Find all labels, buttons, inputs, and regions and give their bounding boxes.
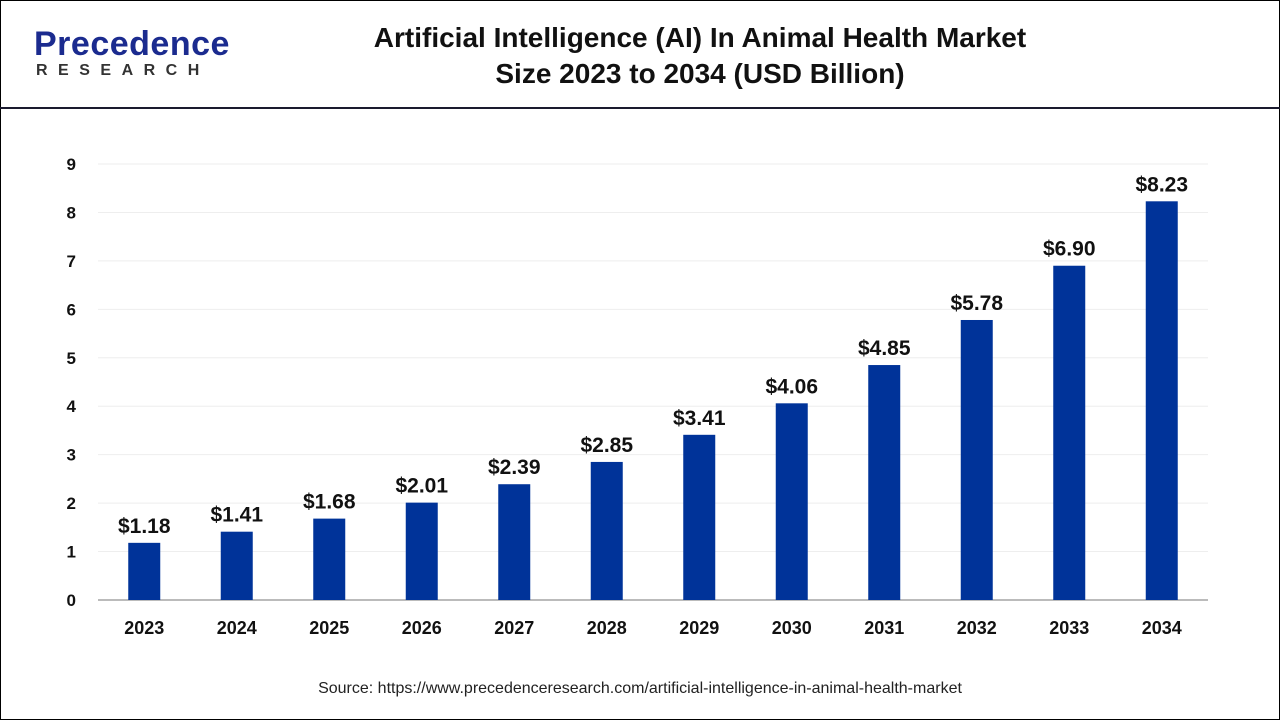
y-tick-label: 2: [67, 494, 76, 513]
chart-title: Artificial Intelligence (AI) In Animal H…: [330, 20, 1070, 92]
data-label: $3.41: [673, 407, 726, 430]
logo-sub-text: RESEARCH: [36, 62, 210, 79]
precedence-research-logo: Precedence RESEARCH: [34, 26, 230, 80]
title-line-2: Size 2023 to 2034 (USD Billion): [495, 58, 905, 89]
x-tick-label: 2023: [124, 618, 164, 638]
header: Precedence RESEARCH Artificial Intellige…: [0, 0, 1280, 109]
bar: [1145, 201, 1178, 600]
y-tick-label: 5: [67, 349, 76, 368]
title-line-1: Artificial Intelligence (AI) In Animal H…: [373, 22, 1027, 53]
bar: [590, 461, 623, 600]
bar: [405, 502, 438, 600]
x-tick-label: 2034: [1142, 618, 1182, 638]
data-label: $6.90: [1043, 238, 1096, 261]
y-tick-label: 7: [67, 252, 76, 271]
y-tick-label: 1: [67, 543, 76, 562]
bar: [498, 484, 531, 600]
bar: [128, 542, 161, 600]
data-label: $1.68: [303, 491, 356, 514]
x-tick-label: 2032: [957, 618, 997, 638]
x-tick-label: 2026: [402, 618, 442, 638]
data-label: $2.85: [580, 434, 633, 457]
x-tick-label: 2030: [772, 618, 812, 638]
x-tick-label: 2028: [587, 618, 627, 638]
data-label: $8.23: [1135, 173, 1188, 196]
logo-main-text: Precedence: [34, 25, 230, 63]
y-tick-label: 9: [67, 155, 76, 174]
bar: [1053, 265, 1086, 600]
data-label: $5.78: [950, 292, 1003, 315]
y-tick-label: 3: [67, 446, 76, 465]
data-label: $1.18: [118, 515, 171, 538]
x-tick-label: 2029: [679, 618, 719, 638]
x-tick-label: 2033: [1049, 618, 1089, 638]
data-label: $4.85: [858, 337, 911, 360]
data-label: $2.01: [395, 475, 448, 498]
bar: [683, 434, 716, 600]
y-tick-label: 6: [67, 300, 76, 319]
bar: [868, 365, 901, 600]
data-label: $4.06: [765, 375, 818, 398]
source-text: Source: https://www.precedenceresearch.c…: [318, 680, 962, 697]
x-tick-label: 2027: [494, 618, 534, 638]
x-tick-label: 2024: [217, 618, 257, 638]
y-tick-label: 8: [67, 203, 76, 222]
bar: [775, 403, 808, 600]
bar: [960, 319, 993, 600]
y-tick-label: 4: [67, 397, 77, 416]
bar: [220, 531, 253, 600]
y-tick-label: 0: [67, 591, 76, 610]
x-tick-label: 2025: [309, 618, 349, 638]
data-label: $2.39: [488, 456, 541, 479]
bar: [313, 518, 346, 600]
data-label: $1.41: [210, 504, 263, 527]
x-tick-label: 2031: [864, 618, 904, 638]
